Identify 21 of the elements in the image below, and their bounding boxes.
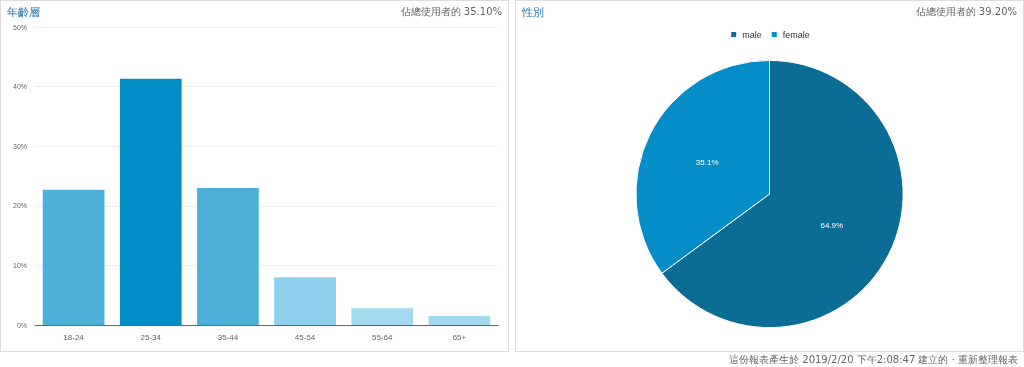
bar	[274, 277, 336, 325]
x-tick-label: 18-24	[63, 332, 85, 342]
x-tick-label: 65+	[452, 332, 467, 342]
text: 佔總使用者的 39.20%	[915, 5, 1017, 19]
chart-subtitle: 佔總使用者的 35.10%	[400, 5, 502, 19]
text: 這份報表產生於 2019/2/20 下午2:08:47 建立的 · 重新整理報表	[729, 354, 1018, 366]
x-tick-label: 55-64	[372, 332, 394, 342]
legend-label: female	[782, 29, 810, 40]
bar	[119, 78, 182, 325]
bar	[197, 187, 259, 325]
bar	[428, 316, 491, 325]
x-tick-label: 35-44	[217, 332, 239, 342]
text: 性別	[522, 5, 544, 20]
x-tick-label: 45-54	[294, 332, 316, 342]
x-tick-label: 25-34	[140, 332, 162, 342]
data-label: 35.1%	[695, 158, 719, 168]
bar	[42, 189, 105, 325]
bar	[351, 308, 414, 325]
legend-label: male	[742, 29, 762, 40]
chart-title: 年齡層	[7, 5, 40, 20]
data-label: 64.9%	[820, 221, 844, 231]
